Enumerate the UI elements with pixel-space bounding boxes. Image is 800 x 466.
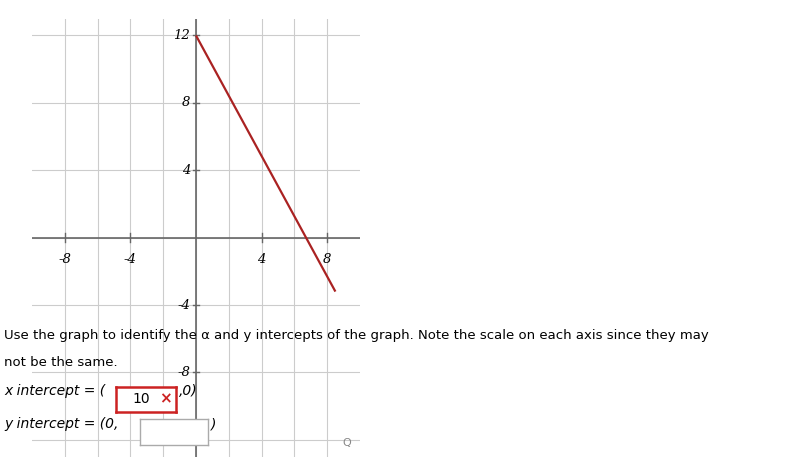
Text: -4: -4 <box>178 299 190 312</box>
Text: ×: × <box>159 391 172 406</box>
Text: -8: -8 <box>58 253 71 266</box>
Text: 4: 4 <box>258 253 266 266</box>
Text: -12: -12 <box>169 433 190 446</box>
Text: ): ) <box>211 417 217 431</box>
Text: 10: 10 <box>133 392 150 406</box>
Text: not be the same.: not be the same. <box>4 356 118 370</box>
Text: x intercept = (: x intercept = ( <box>4 384 105 398</box>
Text: Use the graph to identify the α and y intercepts of the graph. Note the scale on: Use the graph to identify the α and y in… <box>4 329 709 342</box>
Text: 8: 8 <box>182 96 190 110</box>
Text: 12: 12 <box>174 29 190 42</box>
Text: Q: Q <box>342 438 351 448</box>
Text: -4: -4 <box>124 253 137 266</box>
Text: 8: 8 <box>323 253 331 266</box>
Text: 4: 4 <box>182 164 190 177</box>
Text: -8: -8 <box>178 366 190 379</box>
Text: y intercept = (0,: y intercept = (0, <box>4 417 118 431</box>
Text: ,0): ,0) <box>179 384 198 398</box>
